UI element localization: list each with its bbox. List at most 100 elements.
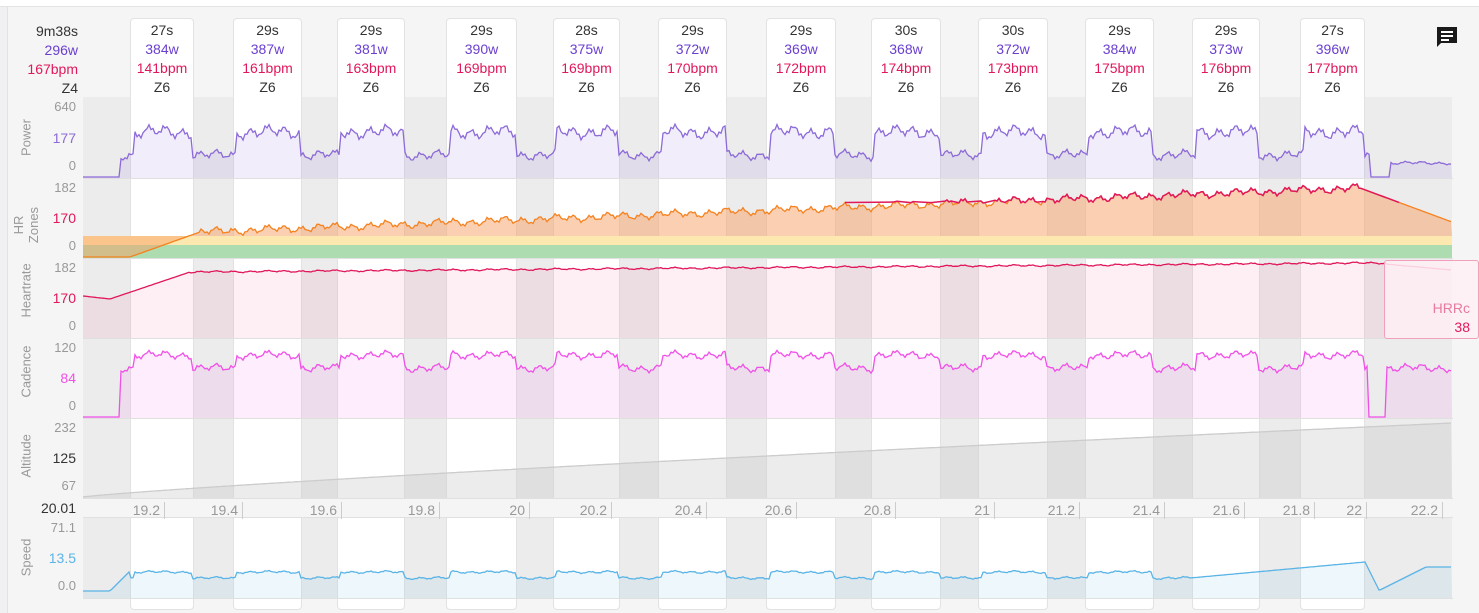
interval-stats[interactable]: 29s 384w 175bpm Z6 [1085, 21, 1154, 97]
panel-divider [83, 178, 1453, 179]
x-tick-label: 21.2 [1030, 502, 1080, 519]
interval-dur: 27s [150, 22, 174, 38]
interval-w: 375w [569, 41, 604, 57]
interval-z: Z6 [684, 79, 701, 95]
x-tick-label: 20.6 [747, 502, 797, 519]
x-tick-label: 19.8 [390, 502, 440, 519]
heartrate-tick-cur: 170 [52, 290, 76, 306]
interval-stats[interactable]: 30s 368w 174bpm Z6 [871, 21, 941, 97]
interval-w: 381w [354, 41, 388, 57]
hrzones-tick-cur: 170 [52, 210, 76, 226]
heartrate-tick-min: 0 [68, 318, 76, 333]
summary-hr: 167bpm [27, 61, 78, 77]
interval-z: Z6 [259, 79, 276, 95]
power-line [83, 122, 1452, 178]
interval-w: 373w [1209, 41, 1243, 57]
interval-z: Z6 [897, 79, 915, 95]
comment-icon[interactable] [1435, 25, 1459, 49]
x-axis-start: 20.01 [40, 500, 76, 516]
interval-w: 372w [675, 41, 710, 57]
left-edge [0, 7, 8, 613]
x-tick-label: 22.2 [1393, 502, 1443, 519]
selection-summary: 9m38s 296w 167bpm Z4 [8, 22, 78, 98]
interval-z: Z6 [362, 79, 380, 95]
hrrc-value: 38 [1454, 319, 1470, 335]
top-bar [0, 0, 1479, 7]
altitude-tick-cur: 125 [52, 450, 76, 466]
interval-dur: 29s [681, 22, 704, 38]
interval-w: 384w [1102, 41, 1137, 57]
power-tick-cur: 177 [52, 129, 76, 146]
interval-stats[interactable]: 30s 372w 173bpm Z6 [978, 21, 1048, 97]
interval-stats[interactable]: 27s 396w 177bpm Z6 [1300, 21, 1365, 97]
interval-stats[interactable]: 28s 375w 169bpm Z6 [553, 21, 620, 97]
interval-bpm: 174bpm [880, 60, 932, 76]
interval-stats[interactable]: 29s 387w 161bpm Z6 [233, 21, 302, 97]
x-tick-label: 20.2 [562, 502, 612, 519]
interval-bpm: 161bpm [242, 60, 293, 76]
power-tick-min: 0 [68, 158, 76, 173]
x-axis: 19.2 19.4 19.6 19.8 20 20.2 20.4 20.6 20.8 21 21.2… [83, 498, 1453, 519]
altitude-line [82, 422, 1452, 498]
interval-stats[interactable]: 29s 373w 176bpm Z6 [1192, 21, 1260, 97]
interval-bpm: 176bpm [1200, 60, 1252, 76]
interval-w: 369w [784, 41, 818, 57]
interval-stats[interactable]: 29s 390w 169bpm Z6 [446, 21, 517, 97]
interval-stats[interactable]: 29s 381w 163bpm Z6 [337, 21, 405, 97]
hrrc-label: HRRc [1432, 300, 1470, 316]
interval-dur: 29s [470, 22, 493, 38]
summary-duration: 9m38s [35, 23, 78, 39]
summary-zone: Z4 [61, 80, 78, 96]
cadence-tick-cur: 84 [60, 370, 76, 386]
interval-bpm: 141bpm [136, 60, 188, 76]
altitude-area [83, 423, 1452, 498]
hrrc-tooltip: HRRc 38 [1384, 260, 1479, 339]
panel-gap-shade [83, 418, 130, 498]
cadence-tick-max: 120 [54, 340, 76, 355]
hrzones-tick-max: 182 [54, 180, 76, 195]
interval-w: 372w [996, 41, 1030, 57]
interval-stats[interactable]: 29s 369w 172bpm Z6 [766, 21, 836, 97]
power-tick-max: 640 [54, 99, 76, 114]
speed-tick-min: 0.0 [57, 578, 76, 593]
x-tick-label: 20 [480, 502, 530, 519]
interval-z: Z6 [473, 79, 490, 95]
hr-zone-z5-line [844, 182, 1400, 205]
interval-bpm: 177bpm [1307, 60, 1358, 76]
heartrate-area [83, 262, 1452, 338]
x-tick-label: 19.2 [115, 502, 165, 519]
interval-dur: 30s [1001, 22, 1025, 38]
x-tick-label: 20.4 [657, 502, 707, 519]
interval-dur: 29s [789, 22, 813, 38]
interval-z: Z6 [1217, 79, 1235, 95]
interval-stats[interactable]: 29s 372w 170bpm Z6 [658, 21, 727, 97]
interval-w: 387w [250, 41, 285, 57]
interval-bpm: 163bpm [345, 60, 397, 76]
interval-z: Z6 [1111, 79, 1128, 95]
interval-bpm: 175bpm [1094, 60, 1145, 76]
x-tick-label: 21.6 [1195, 502, 1245, 519]
altitude-tick-max: 232 [54, 420, 76, 435]
interval-z: Z6 [1324, 79, 1341, 95]
x-tick-label: 21.4 [1115, 502, 1165, 519]
interval-dur: 29s [1214, 22, 1238, 38]
interval-w: 390w [464, 41, 499, 57]
interval-stats[interactable]: 27s 384w 141bpm Z6 [130, 21, 194, 97]
power-area [83, 124, 1452, 178]
x-tick-label: 19.4 [193, 502, 243, 519]
interval-bpm: 169bpm [456, 60, 507, 76]
altitude-tick-min: 67 [61, 478, 76, 493]
speed-area [83, 562, 1452, 598]
hr-zone-z1 [83, 245, 1452, 258]
interval-dur: 27s [1321, 22, 1344, 38]
panel-divider [83, 338, 1453, 339]
summary-power: 296w [44, 42, 78, 58]
panel-divider [83, 598, 1453, 599]
interval-w: 368w [889, 41, 923, 57]
interval-z: Z6 [153, 79, 171, 95]
interval-dur: 30s [894, 22, 918, 38]
interval-dur: 29s [1108, 22, 1131, 38]
interval-dur: 29s [256, 22, 279, 38]
speed-line [83, 561, 1451, 592]
